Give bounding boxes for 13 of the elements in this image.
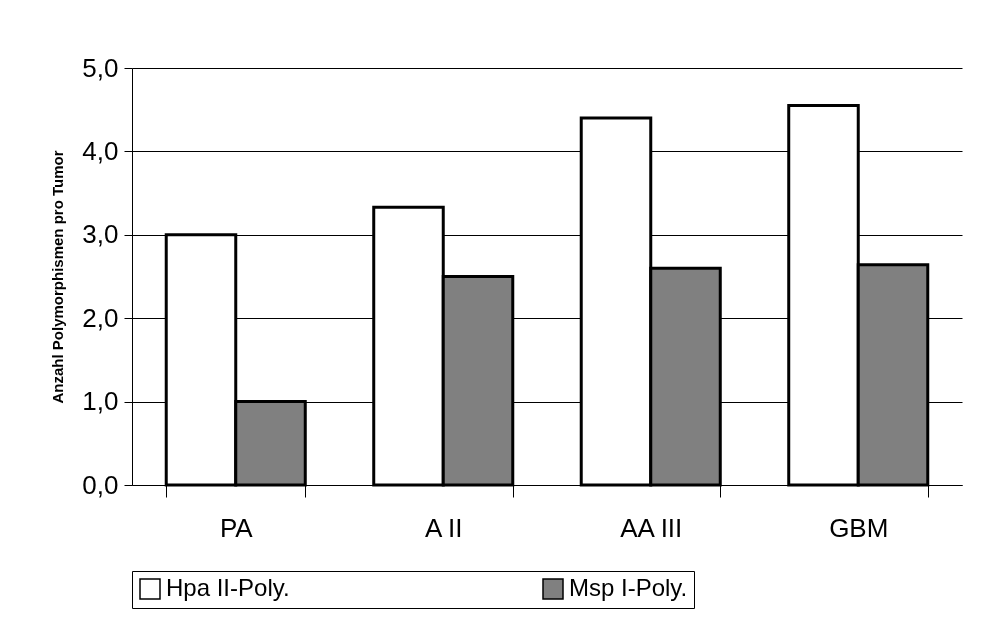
y-tick-label: 5,0 bbox=[82, 52, 119, 83]
x-tick-label: A II bbox=[424, 512, 463, 543]
y-tick-label: 2,0 bbox=[82, 302, 119, 333]
y-axis-title: Anzahl Polymorphismen pro Tumor bbox=[49, 150, 67, 404]
y-tick-label: 0,0 bbox=[82, 469, 119, 500]
x-tick-label: GBM bbox=[829, 512, 889, 543]
x-tick-label: PA bbox=[219, 512, 254, 543]
y-tick-label: 3,0 bbox=[82, 219, 119, 250]
legend-label: Msp I-Poly. bbox=[569, 574, 688, 601]
y-tick-label: 4,0 bbox=[82, 135, 119, 166]
x-tick-label: AA III bbox=[620, 512, 683, 543]
legend-label: Hpa II-Poly. bbox=[166, 574, 290, 601]
y-tick-label: 1,0 bbox=[82, 386, 119, 417]
